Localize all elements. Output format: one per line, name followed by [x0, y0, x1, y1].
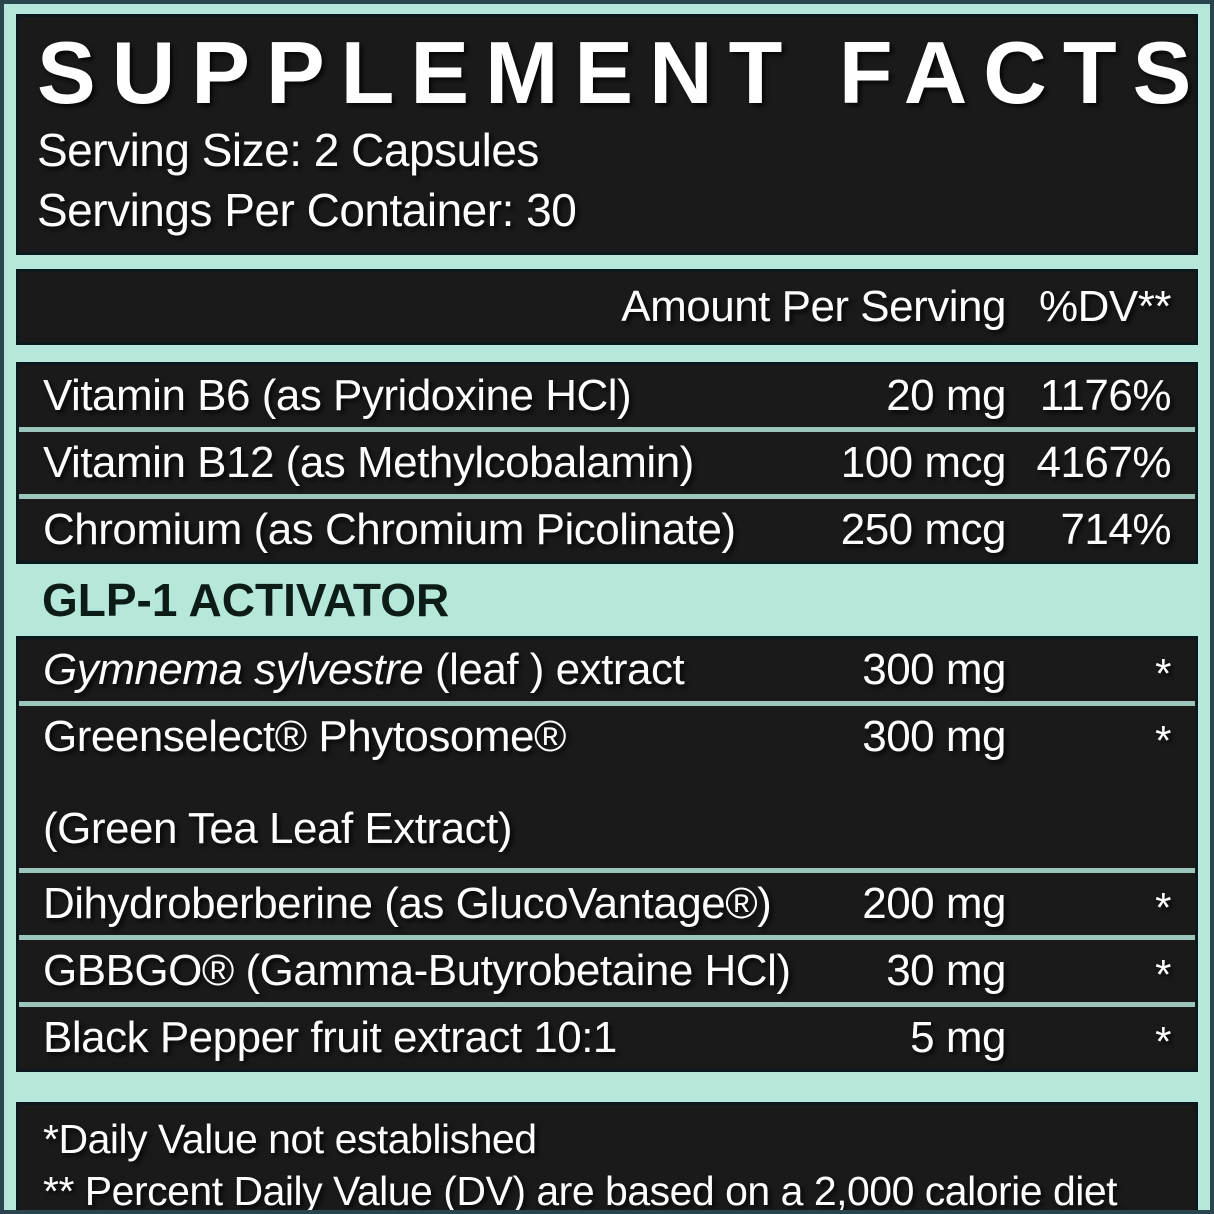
footnotes-block: *Daily Value not established ** Percent … — [16, 1101, 1198, 1214]
row-separator — [19, 426, 1195, 432]
divider — [16, 344, 1198, 362]
nutrient-name: Black Pepper fruit extract 10:1 — [43, 1012, 617, 1062]
glp1-activator-section-band: GLP-1 ACTIVATOR — [16, 563, 1198, 636]
nutrient-dv-asterisk: * — [1155, 716, 1171, 764]
nutrient-name-latin: Gymnema sylvestre — [43, 644, 424, 694]
nutrient-name-rest: (leaf ) extract — [423, 644, 685, 694]
row-separator — [19, 493, 1195, 499]
row-separator — [19, 1001, 1195, 1007]
nutrient-dv-asterisk: * — [1155, 950, 1171, 998]
nutrient-amount: 100 mcg — [840, 437, 1007, 487]
nutrient-amount: 200 mg — [862, 878, 1006, 928]
column-header-dv: %DV** — [1039, 281, 1172, 331]
botanicals-table: Gymnema sylvestre (leaf ) extract 300 mg… — [16, 635, 1198, 1072]
glp1-activator-section-title: GLP-1 ACTIVATOR — [42, 573, 450, 626]
nutrient-name: Chromium (as Chromium Picolinate) — [43, 504, 736, 554]
vitamins-table: Vitamin B6 (as Pyridoxine HCl) 20 mg 117… — [16, 361, 1198, 564]
nutrient-row-black-pepper: Black Pepper fruit extract 10:1 5 mg * — [19, 1007, 1195, 1069]
nutrient-dv: 4167% — [1036, 437, 1171, 487]
divider — [16, 1071, 1198, 1102]
nutrient-dv: 714% — [1060, 504, 1171, 554]
title-block: SUPPLEMENT FACTS Serving Size: 2 Capsule… — [16, 14, 1198, 255]
row-separator — [19, 700, 1195, 706]
nutrient-row-vitamin-b12: Vitamin B12 (as Methylcobalamin) 100 mcg… — [19, 432, 1195, 494]
servings-per-container-text: Servings Per Container: 30 — [37, 183, 577, 236]
nutrient-name: Dihydroberberine (as GlucoVantage®) — [43, 878, 772, 928]
nutrient-row-vitamin-b6: Vitamin B6 (as Pyridoxine HCl) 20 mg 117… — [19, 365, 1195, 427]
row-separator — [19, 934, 1195, 940]
nutrient-row-dihydroberberine: Dihydroberberine (as GlucoVantage®) 200 … — [19, 873, 1195, 935]
nutrient-amount: 20 mg — [886, 370, 1006, 420]
nutrient-row-chromium: Chromium (as Chromium Picolinate) 250 mc… — [19, 499, 1195, 561]
nutrient-dv: 1176% — [1039, 370, 1172, 420]
nutrient-name: GBBGO® (Gamma-Butyrobetaine HCl) — [43, 945, 791, 995]
footnote-daily-value: *Daily Value not established — [43, 1115, 537, 1162]
nutrient-dv-asterisk: * — [1155, 1017, 1171, 1065]
nutrient-row-greenselect: Greenselect® Phytosome® 300 mg * (Green … — [19, 706, 1195, 868]
nutrient-row-gymnema: Gymnema sylvestre (leaf ) extract 300 mg… — [19, 639, 1195, 701]
divider — [16, 254, 1198, 269]
nutrient-name: Gymnema sylvestre (leaf ) extract — [43, 645, 756, 695]
column-header-row: Amount Per Serving %DV** — [19, 272, 1195, 342]
nutrient-subname: (Green Tea Leaf Extract) — [43, 803, 512, 853]
nutrient-dv-asterisk: * — [1155, 883, 1171, 931]
nutrient-amount: 300 mg — [862, 711, 1006, 761]
nutrient-dv-asterisk: * — [1155, 649, 1171, 697]
nutrient-amount: 300 mg — [862, 644, 1006, 694]
nutrient-amount: 30 mg — [886, 945, 1006, 995]
page-title: SUPPLEMENT FACTS — [37, 23, 1208, 122]
nutrient-name: Greenselect® Phytosome® — [43, 711, 566, 761]
nutrient-row-gbbgo: GBBGO® (Gamma-Butyrobetaine HCl) 30 mg * — [19, 940, 1195, 1002]
row-separator — [19, 867, 1195, 873]
column-header-amount: Amount Per Serving — [621, 281, 1006, 331]
nutrient-name: Vitamin B12 (as Methylcobalamin) — [43, 437, 694, 487]
nutrient-row-line1: Greenselect® Phytosome® 300 mg * — [43, 711, 1172, 774]
nutrient-amount: 5 mg — [910, 1012, 1006, 1062]
column-header-block: Amount Per Serving %DV** — [16, 268, 1198, 345]
serving-size-text: Serving Size: 2 Capsules — [37, 124, 539, 177]
footnote-percent-dv: ** Percent Daily Value (DV) are based on… — [43, 1168, 1118, 1214]
nutrient-name: Vitamin B6 (as Pyridoxine HCl) — [43, 370, 632, 420]
nutrient-amount: 250 mcg — [840, 504, 1007, 554]
